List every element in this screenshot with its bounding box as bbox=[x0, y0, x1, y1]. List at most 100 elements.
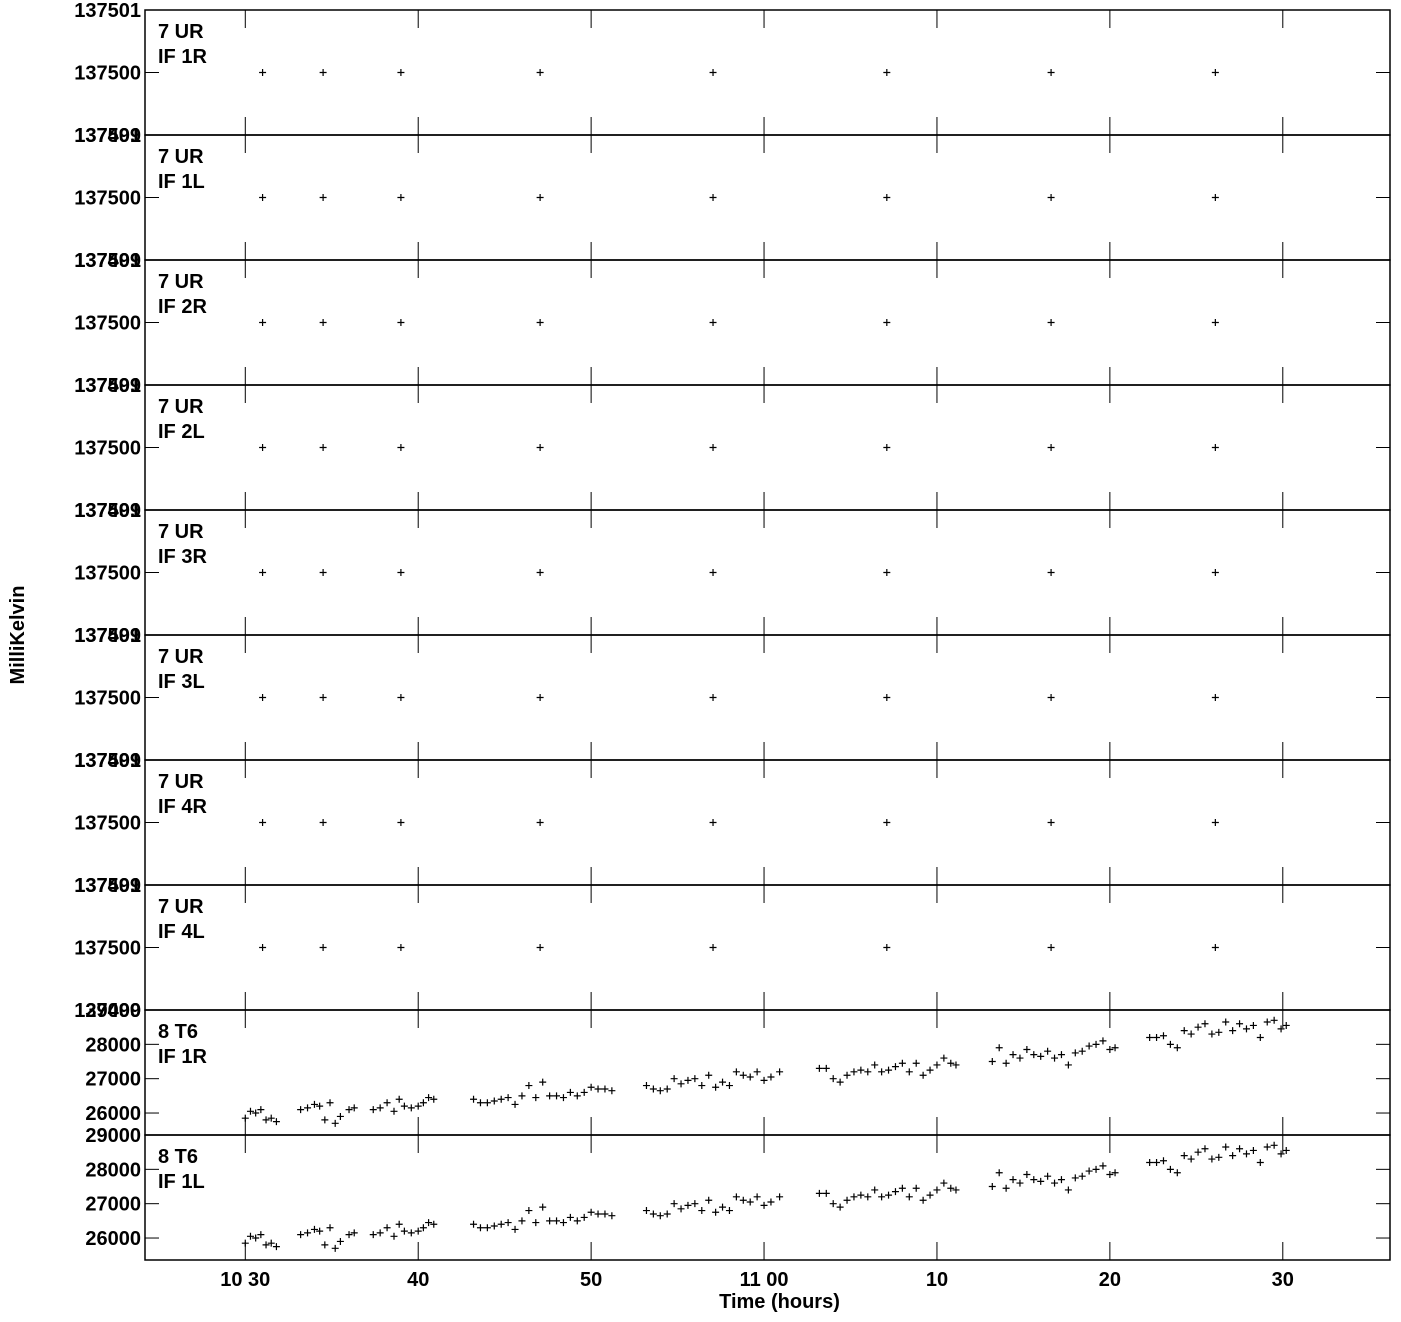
data-point bbox=[252, 1234, 260, 1242]
data-point bbox=[952, 1186, 960, 1194]
data-point bbox=[397, 694, 405, 701]
data-point bbox=[1173, 1169, 1181, 1177]
data-point bbox=[1173, 1044, 1181, 1052]
data-point bbox=[1211, 69, 1219, 76]
y-tick-label: 29000 bbox=[85, 1125, 141, 1147]
panel-frame bbox=[144, 9, 1391, 136]
data-point bbox=[336, 1237, 344, 1245]
data-point bbox=[539, 1078, 547, 1086]
data-point bbox=[518, 1217, 526, 1225]
data-point bbox=[400, 1227, 408, 1235]
y-tick-label: 27000 bbox=[85, 1069, 141, 1091]
data-point bbox=[1263, 1143, 1271, 1151]
data-point bbox=[705, 1071, 713, 1079]
data-point bbox=[815, 1064, 823, 1072]
data-point bbox=[252, 1109, 260, 1117]
data-point bbox=[739, 1196, 747, 1204]
y-tick-label: 27000 bbox=[85, 1194, 141, 1216]
data-point bbox=[319, 194, 327, 201]
data-point bbox=[933, 1186, 941, 1194]
data-point bbox=[1078, 1172, 1086, 1180]
data-point bbox=[262, 1116, 270, 1124]
data-point bbox=[1106, 1170, 1114, 1178]
y-tick-label: 137501 bbox=[74, 500, 141, 522]
data-point bbox=[940, 1054, 948, 1062]
data-point bbox=[1215, 1153, 1223, 1161]
data-point bbox=[1187, 1155, 1195, 1163]
data-point bbox=[414, 1227, 422, 1235]
data-point bbox=[553, 1092, 561, 1100]
data-point bbox=[739, 1071, 747, 1079]
data-point bbox=[539, 1203, 547, 1211]
data-point bbox=[1153, 1033, 1161, 1041]
data-point bbox=[1078, 1047, 1086, 1055]
data-point bbox=[1047, 444, 1055, 451]
data-point bbox=[587, 1083, 595, 1091]
panel-label: 7 UR bbox=[158, 646, 204, 668]
data-point bbox=[536, 569, 544, 576]
data-point bbox=[319, 69, 327, 76]
data-point bbox=[857, 1191, 865, 1199]
data-point bbox=[1146, 1158, 1154, 1166]
data-point bbox=[497, 1095, 505, 1103]
data-point bbox=[504, 1094, 512, 1102]
y-tick-label: 137500 bbox=[74, 438, 141, 460]
data-point bbox=[1153, 1158, 1161, 1166]
data-point bbox=[580, 1213, 588, 1221]
data-point bbox=[310, 1225, 318, 1233]
data-point bbox=[829, 1200, 837, 1208]
data-point bbox=[546, 1092, 554, 1100]
data-point bbox=[1009, 1051, 1017, 1059]
panel-label: 7 UR bbox=[158, 896, 204, 918]
data-point bbox=[316, 1227, 324, 1235]
data-point bbox=[369, 1231, 377, 1239]
y-tick-label: 137500 bbox=[74, 63, 141, 85]
data-point bbox=[331, 1244, 339, 1252]
y-tick-label: 29000 bbox=[85, 1000, 141, 1022]
data-point bbox=[497, 1220, 505, 1228]
y-tick-label: 26000 bbox=[85, 1228, 141, 1250]
data-point bbox=[1277, 1025, 1285, 1033]
data-point bbox=[272, 1118, 280, 1126]
data-point bbox=[1047, 944, 1055, 951]
data-point bbox=[822, 1064, 830, 1072]
data-point bbox=[905, 1068, 913, 1076]
data-point bbox=[483, 1099, 491, 1107]
data-point bbox=[883, 819, 891, 826]
x-tick-label: 40 bbox=[407, 1269, 429, 1291]
data-point bbox=[573, 1092, 581, 1100]
y-tick-label: 137500 bbox=[74, 813, 141, 835]
data-point bbox=[316, 1102, 324, 1110]
y-tick-label: 137500 bbox=[74, 313, 141, 335]
data-point bbox=[376, 1104, 384, 1112]
data-point bbox=[350, 1229, 358, 1237]
y-tick-label: 137499 bbox=[74, 500, 141, 522]
panel-label: IF 2L bbox=[158, 421, 205, 443]
data-point bbox=[1085, 1042, 1093, 1050]
data-point bbox=[709, 194, 717, 201]
data-point bbox=[947, 1059, 955, 1067]
data-point bbox=[1044, 1172, 1052, 1180]
y-tick-label: 28000 bbox=[85, 1159, 141, 1181]
data-point bbox=[331, 1119, 339, 1127]
data-point bbox=[905, 1193, 913, 1201]
data-point bbox=[878, 1068, 886, 1076]
data-point bbox=[1146, 1033, 1154, 1041]
data-point bbox=[536, 694, 544, 701]
data-point bbox=[490, 1222, 498, 1230]
data-point bbox=[1180, 1027, 1188, 1035]
data-point bbox=[246, 1107, 254, 1115]
data-point bbox=[397, 444, 405, 451]
data-point bbox=[1180, 1152, 1188, 1160]
data-point bbox=[1229, 1152, 1237, 1160]
data-point bbox=[912, 1059, 920, 1067]
panel-label: IF 1L bbox=[158, 171, 205, 193]
data-point bbox=[642, 1207, 650, 1215]
data-point bbox=[414, 1102, 422, 1110]
data-point bbox=[1057, 1051, 1065, 1059]
y-tick-label: 137501 bbox=[74, 0, 141, 22]
data-point bbox=[1037, 1177, 1045, 1185]
panel-frame bbox=[144, 384, 1391, 511]
data-point bbox=[345, 1231, 353, 1239]
data-point bbox=[1166, 1040, 1174, 1048]
